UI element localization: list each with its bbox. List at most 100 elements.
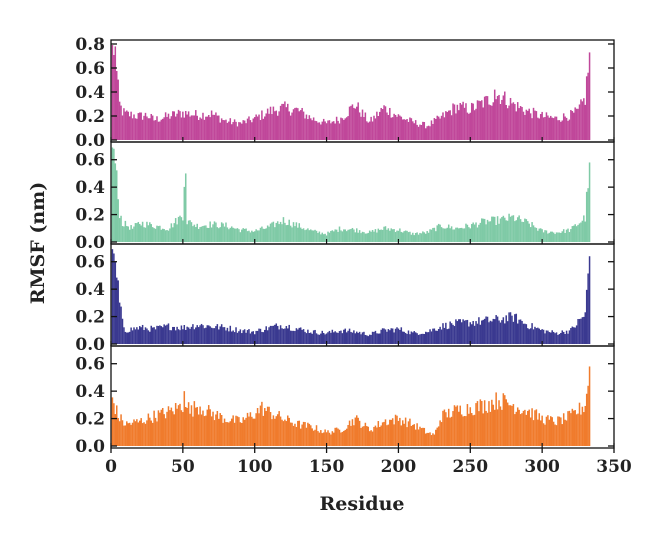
bar <box>399 228 401 242</box>
bar <box>189 220 191 242</box>
bar <box>239 232 242 242</box>
bar <box>259 227 262 242</box>
bar <box>124 111 127 140</box>
bar <box>324 121 326 140</box>
bar <box>278 111 280 140</box>
bar <box>172 411 174 446</box>
bar <box>278 411 280 446</box>
bar <box>137 113 140 140</box>
bar <box>443 228 446 242</box>
bar <box>344 328 347 344</box>
bar <box>462 319 464 344</box>
bar <box>459 319 461 344</box>
bar <box>235 415 237 446</box>
bar <box>495 392 497 446</box>
bar <box>236 228 239 242</box>
bar <box>354 417 357 446</box>
bar <box>426 332 428 344</box>
bar <box>192 324 194 344</box>
bar <box>498 223 500 242</box>
bar <box>255 413 257 446</box>
bar <box>335 229 338 242</box>
bar <box>550 231 552 242</box>
bar <box>397 230 400 242</box>
bar <box>347 229 349 242</box>
bar <box>307 422 309 446</box>
bar <box>149 417 151 446</box>
bar <box>114 163 117 242</box>
bar <box>377 228 380 242</box>
bar <box>475 222 477 242</box>
bar <box>564 334 566 344</box>
bar <box>213 420 216 446</box>
bar <box>547 415 549 446</box>
bar <box>269 411 272 446</box>
bar <box>516 217 519 242</box>
bar <box>578 318 581 344</box>
bar <box>552 331 555 344</box>
bar <box>482 319 484 344</box>
bar <box>228 121 230 140</box>
bar <box>212 224 214 242</box>
bar <box>330 123 332 140</box>
bar <box>213 114 216 140</box>
y-tick-label: 0.2 <box>75 410 105 430</box>
bar <box>292 109 295 140</box>
bar <box>251 122 253 140</box>
bar <box>511 103 513 140</box>
bar <box>131 330 134 344</box>
bar <box>179 403 181 446</box>
bar <box>580 318 582 344</box>
bar <box>317 334 319 344</box>
bar <box>358 331 361 344</box>
bar <box>177 405 180 446</box>
bar <box>462 416 464 446</box>
bar <box>535 111 538 140</box>
bar <box>343 119 345 140</box>
bar <box>505 399 507 446</box>
bar <box>472 103 474 140</box>
bar <box>499 104 502 140</box>
bar <box>276 115 279 140</box>
bar <box>357 102 359 140</box>
bar <box>430 331 433 344</box>
bar <box>253 117 256 140</box>
bar <box>583 412 585 446</box>
bar <box>318 231 321 242</box>
bar <box>435 429 437 446</box>
bar <box>452 229 454 242</box>
bar <box>215 222 217 242</box>
bar <box>192 115 194 140</box>
bar <box>143 227 145 242</box>
bar <box>552 232 555 242</box>
bar <box>502 317 505 344</box>
bar <box>238 229 240 242</box>
bar <box>232 122 234 140</box>
bar <box>387 424 390 446</box>
bar <box>315 425 318 446</box>
bar <box>301 329 303 344</box>
bar <box>544 116 546 140</box>
bar <box>340 230 342 242</box>
bar <box>276 221 279 242</box>
bar <box>473 414 476 446</box>
bar <box>315 333 318 344</box>
bar <box>276 414 279 446</box>
bar <box>445 322 447 344</box>
bar <box>573 225 575 242</box>
bar <box>279 221 282 242</box>
bar <box>384 226 387 242</box>
bar <box>151 115 154 140</box>
bar <box>169 118 171 140</box>
bar <box>414 429 417 446</box>
bar <box>225 422 227 446</box>
bar <box>243 228 246 242</box>
bar <box>583 316 585 344</box>
bar <box>558 416 561 446</box>
bar <box>216 115 219 140</box>
bar <box>218 418 220 446</box>
bar <box>289 330 292 344</box>
bar <box>368 121 371 140</box>
bar <box>412 121 414 140</box>
bar <box>170 116 173 140</box>
